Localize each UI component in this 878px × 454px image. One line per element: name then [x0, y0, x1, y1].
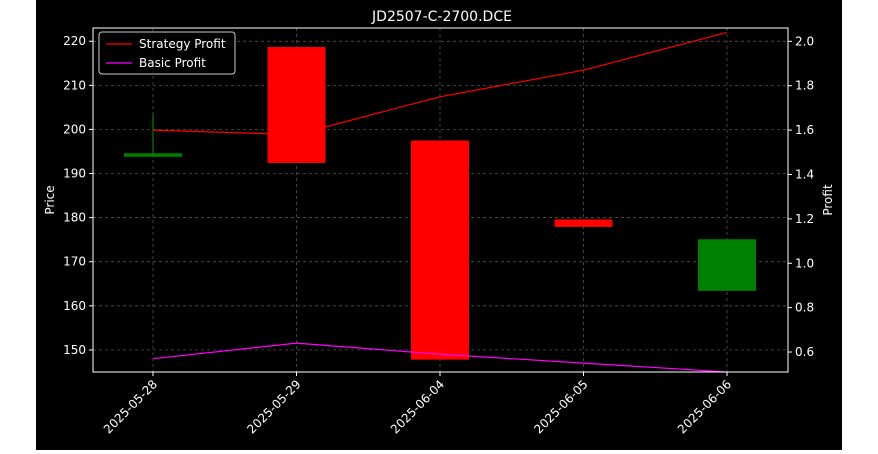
- x-tick-label: 2025-05-28: [101, 377, 160, 436]
- legend-label-basic-profit: Basic Profit: [139, 56, 206, 70]
- legend: Strategy Profit Basic Profit: [98, 31, 236, 75]
- chart-svg: JD2507-C-2700.DCE 150 160 170 180 190 200 210 2…: [43, 9, 835, 436]
- x-axis: 2025-05-28 2025-05-29 2025-06-04 2025-06-05…: [101, 372, 734, 436]
- y-tick-label: 210: [63, 78, 86, 92]
- chart-title: JD2507-C-2700.DCE: [371, 9, 512, 25]
- y-tick-label: 170: [63, 255, 86, 269]
- x-tick-label: 2025-05-29: [244, 377, 303, 436]
- y2-tick-label: 1.8: [795, 79, 814, 93]
- y2-tick-label: 1.6: [795, 123, 814, 137]
- line-layer: [152, 31, 728, 373]
- y2-axis-label: Profit: [821, 184, 835, 216]
- legend-label-strategy-profit: Strategy Profit: [139, 37, 226, 51]
- y-tick-label: 220: [63, 34, 86, 48]
- candle-body: [124, 153, 182, 157]
- x-tick-label: 2025-06-06: [675, 377, 734, 436]
- candle-layer: [124, 46, 756, 360]
- strategy-profit-line: [152, 31, 728, 136]
- basic-profit-line: [152, 342, 728, 373]
- y2-tick-label: 1.4: [795, 167, 814, 181]
- left-axis: 150 160 170 180 190 200 210 220: [63, 34, 93, 357]
- y2-tick-label: 1.2: [795, 212, 814, 226]
- right-axis: 0.6 0.8 1.0 1.2 1.4 1.6 1.8 2.0: [788, 34, 814, 359]
- x-tick-label: 2025-06-04: [388, 377, 447, 436]
- y2-tick-label: 0.8: [795, 301, 814, 315]
- y2-tick-label: 0.6: [795, 345, 814, 359]
- candle-body: [554, 219, 613, 227]
- x-tick-label: 2025-06-05: [531, 377, 590, 436]
- chart-figure: JD2507-C-2700.DCE 150 160 170 180 190 200 210 2…: [36, 0, 842, 450]
- y2-tick-label: 2.0: [795, 34, 814, 48]
- y-axis-label: Price: [43, 185, 57, 214]
- y-tick-label: 200: [63, 122, 86, 136]
- candle-body: [411, 140, 469, 360]
- y-tick-label: 180: [63, 211, 86, 225]
- y2-tick-label: 1.0: [795, 256, 814, 270]
- y-tick-label: 160: [63, 299, 86, 313]
- y-tick-label: 150: [63, 343, 86, 357]
- legend-box: [98, 31, 236, 75]
- candle-body: [698, 239, 756, 291]
- candle-body: [267, 46, 326, 163]
- y-tick-label: 190: [63, 167, 86, 181]
